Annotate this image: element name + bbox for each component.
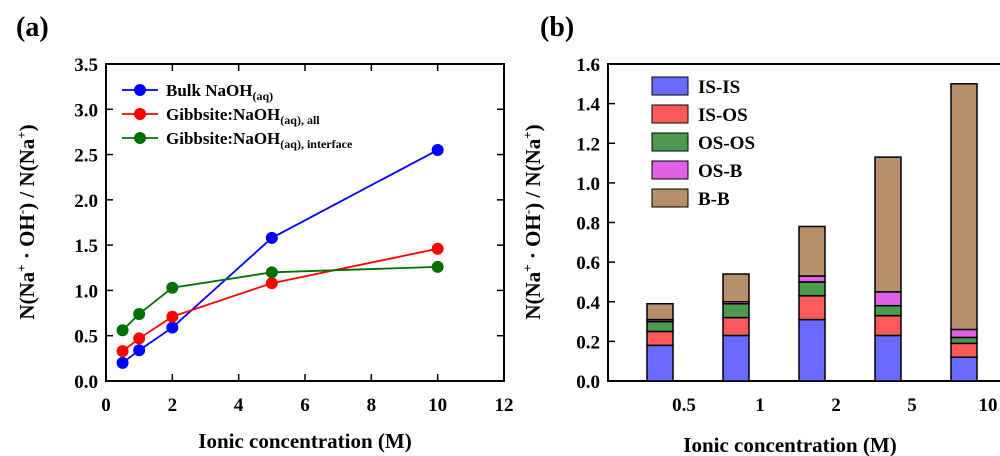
bar-segment-os-os [874,304,902,317]
x-tick-label-a: 2 [168,395,178,416]
legend-swatch-3 [651,160,689,180]
axis-ticks-b: 0.0 0.2 0.4 0.6 0.8 1.0 1.2 1.4 1.6 0.5 1 2 5 10 [576,55,997,416]
data-point-0 [166,321,179,334]
data-point-2 [265,266,278,279]
x-tick-label-b: 5 [907,395,917,416]
y-tick-label-a: 0.5 [74,327,98,348]
legend-swatch-4 [651,188,689,208]
data-point-1 [265,277,278,290]
bar-segment-is-os [874,314,902,337]
y-axis-title-a: N(Na+ · OH-) / N(Na+) [14,124,39,319]
bar-segment-b-b [874,156,902,293]
bar-segment-os-os [722,302,750,319]
series-points-a [116,144,444,369]
y-tick-label-a: 0.0 [74,372,98,393]
data-point-0 [431,144,444,157]
bar-segment-os-os [646,320,674,333]
y-tick-label-b: 1.6 [576,55,600,76]
legend-label-2: Gibbsite:NaOH(aq), interface [166,129,353,151]
bar-segment-os-os [798,281,826,297]
data-point-1 [431,242,444,255]
bar-segment-b-b [950,83,978,331]
bar-segment-is-is [874,334,902,382]
legend-marker-1 [134,108,146,120]
y-tick-label-b: 1.0 [576,174,600,195]
legend-marker-2 [134,132,146,144]
bar-segment-is-is [798,318,826,382]
bar-segment-os-b [950,328,978,339]
legend-marker-0 [134,84,146,96]
x-tick-label-a: 8 [367,395,377,416]
y-tick-label-b: 0.0 [576,372,600,393]
bar-segment-b-b [722,273,750,303]
legend-label-2: OS-OS [698,133,755,154]
data-point-1 [166,310,179,323]
legend-swatch-0 [651,76,689,96]
y-tick-label-a: 2.5 [74,146,98,167]
data-point-2 [431,260,444,273]
stacked-bars-b [646,83,978,382]
data-point-1 [116,345,129,358]
legend-label-1: IS-OS [698,105,748,126]
axis-ticks-a: 0 2 4 6 8 10 12 0.0 0.5 1.0 1.5 2.0 2.5 3.0 3.5 [74,55,513,416]
legend-swatch-2 [651,132,689,152]
x-tick-label-a: 0 [101,395,111,416]
legend-label-0: Bulk NaOH(aq) [166,81,273,103]
y-tick-label-b: 0.6 [576,253,600,274]
bar-segment-b-b [646,302,674,321]
legend-a: Bulk NaOH(aq)Gibbsite:NaOH(aq), allGibbs… [122,81,353,151]
legend-b: IS-IS IS-OS OS-OS OS-B B-B [651,76,755,210]
data-point-0 [116,356,129,369]
x-axis-title-b: Ionic concentration (M) [683,433,896,456]
y-tick-label-a: 1.5 [74,236,98,257]
bar-segment-is-is [722,334,750,382]
x-tick-label-a: 6 [300,395,310,416]
bar-segment-is-os [950,342,978,358]
y-tick-label-a: 3.5 [74,55,98,76]
panel-label-b: (b) [540,12,574,43]
y-tick-label-b: 0.8 [576,214,600,235]
panel-label-a: (a) [16,12,49,43]
x-tick-label-b: 2 [831,395,841,416]
legend-label-4: B-B [698,189,730,210]
x-tick-label-b: 10 [979,395,998,416]
bar-segment-is-is [950,356,978,382]
bar-segment-os-os [950,336,978,345]
bar-segment-b-b [798,225,826,277]
bar-segment-os-b [798,275,826,283]
y-tick-label-a: 3.0 [74,100,98,121]
data-point-2 [116,324,129,337]
x-tick-label-a: 4 [234,395,244,416]
y-tick-label-b: 0.2 [576,332,600,353]
bar-segment-is-os [798,295,826,321]
series-line-1 [122,247,438,352]
y-tick-label-b: 1.4 [576,95,600,116]
x-axis-title-a: Ionic concentration (M) [198,429,411,453]
y-tick-label-a: 1.0 [74,281,98,302]
y-tick-label-b: 0.4 [576,293,600,314]
data-point-1 [133,332,146,345]
legend-label-0: IS-IS [698,77,740,98]
bar-segment-is-os [722,316,750,337]
legend-label-1: Gibbsite:NaOH(aq), all [166,105,320,127]
x-tick-label-b: 0.5 [672,395,696,416]
y-axis-title-b: N(Na+ · OH-) / N(Na+) [520,124,545,319]
data-point-2 [166,281,179,294]
y-tick-label-a: 2.0 [74,191,98,212]
data-point-0 [133,344,146,357]
bar-segment-is-os [646,330,674,347]
bar-segment-is-is [646,344,674,382]
legend-swatch-1 [651,104,689,124]
x-tick-label-a: 12 [495,395,514,416]
data-point-0 [265,231,278,244]
x-tick-label-a: 10 [428,395,447,416]
legend-label-3: OS-B [698,161,743,182]
y-tick-label-b: 1.2 [576,134,600,155]
bar-segment-os-b [874,291,902,307]
data-point-2 [133,307,146,320]
x-tick-label-b: 1 [755,395,765,416]
